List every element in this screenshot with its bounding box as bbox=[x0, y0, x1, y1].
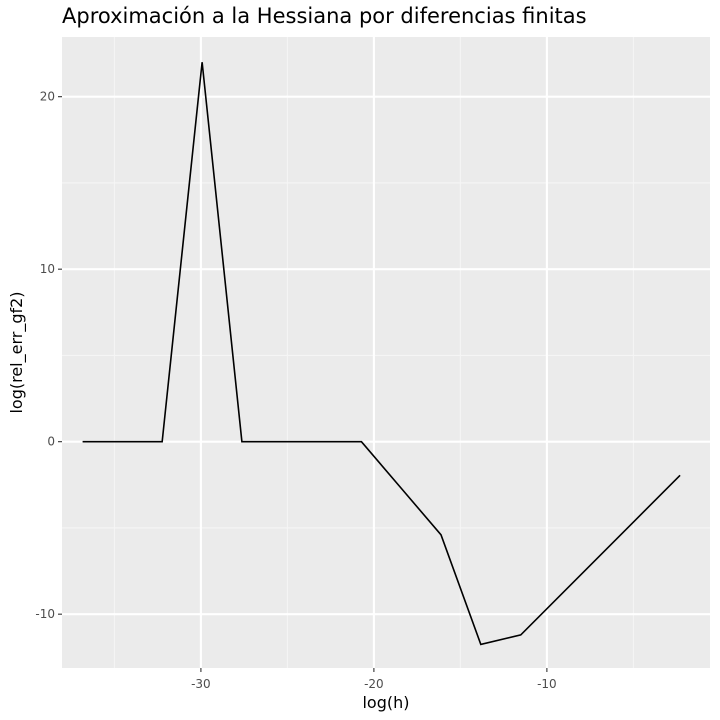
y-tick-label: 0 bbox=[47, 435, 55, 449]
y-axis-title: log(rel_err_gf2) bbox=[7, 291, 27, 413]
grid-minor bbox=[62, 37, 710, 668]
grid-major bbox=[62, 37, 710, 668]
plot-panel bbox=[62, 37, 710, 668]
x-axis: -30 -20 -10 bbox=[191, 668, 557, 691]
chart-title: Aproximación a la Hessiana por diferenci… bbox=[62, 4, 587, 28]
y-tick-label: 10 bbox=[40, 262, 55, 276]
x-tick-label: -30 bbox=[191, 677, 211, 691]
x-tick-label: -10 bbox=[537, 677, 557, 691]
y-tick-label: 20 bbox=[40, 90, 55, 104]
series-layer bbox=[82, 62, 681, 646]
x-axis-title: log(h) bbox=[362, 693, 409, 712]
y-tick-label: -10 bbox=[35, 607, 55, 621]
y-axis: -10 0 10 20 bbox=[35, 90, 62, 621]
x-tick-label: -20 bbox=[364, 677, 384, 691]
series-line bbox=[82, 62, 681, 646]
